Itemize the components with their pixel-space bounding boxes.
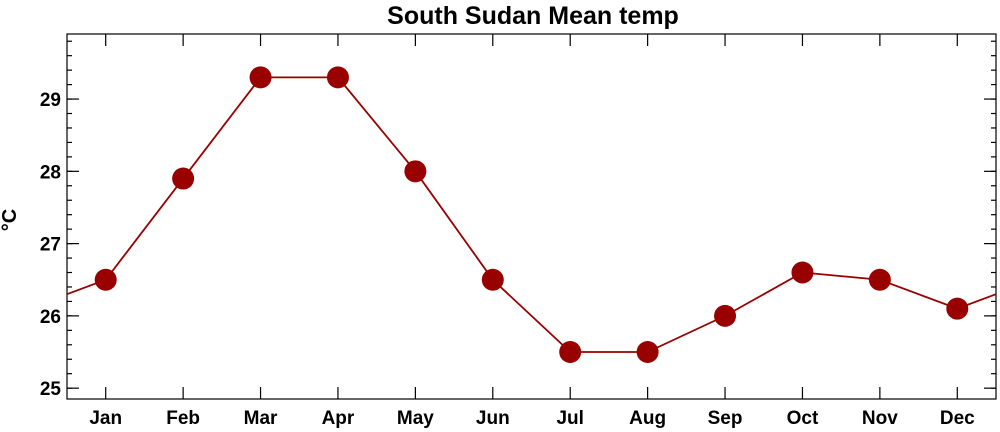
data-point [481, 268, 504, 291]
x-tick-label: Nov [862, 408, 898, 429]
x-tick-label: Aug [629, 408, 666, 429]
x-tick-label: Jan [89, 408, 122, 429]
data-point [249, 66, 272, 89]
x-tick-label: Mar [244, 408, 278, 429]
y-tick-label: 28 [40, 162, 61, 183]
series-temperature [66, 66, 997, 364]
x-tick-label: Dec [940, 408, 975, 429]
x-tick-label: Jun [476, 408, 510, 429]
data-point [172, 167, 195, 190]
x-tick-label: Sep [708, 408, 743, 429]
data-point [636, 341, 659, 364]
y-major-ticks [67, 98, 996, 389]
data-point [404, 160, 427, 183]
series-line [66, 76, 997, 353]
x-tick-label: Oct [787, 408, 819, 429]
chart-title: South Sudan Mean temp [387, 2, 679, 30]
data-point [326, 66, 349, 89]
x-tick-label: May [397, 408, 434, 429]
y-tick-labels: 25 26 27 28 29 [40, 90, 62, 400]
x-tick-labels: Jan Feb Mar Apr May Jun Jul Aug Sep Oct Nov Dec [89, 408, 975, 429]
plot-frame [66, 33, 997, 400]
data-point [559, 341, 582, 364]
y-axis-label: °C [0, 209, 21, 231]
y-minor-ticks [67, 40, 996, 389]
data-point [946, 297, 969, 320]
y-tick-label: 25 [40, 379, 62, 400]
data-point [714, 304, 737, 327]
x-tick-label: Jul [556, 408, 583, 429]
y-tick-label: 29 [40, 90, 61, 111]
x-ticks [105, 34, 958, 399]
data-point [791, 261, 814, 284]
x-tick-label: Feb [166, 408, 200, 429]
y-tick-label: 27 [40, 235, 61, 256]
y-tick-label: 26 [40, 307, 61, 328]
x-tick-label: Apr [322, 408, 355, 429]
data-point [94, 268, 117, 291]
data-point [868, 268, 891, 291]
